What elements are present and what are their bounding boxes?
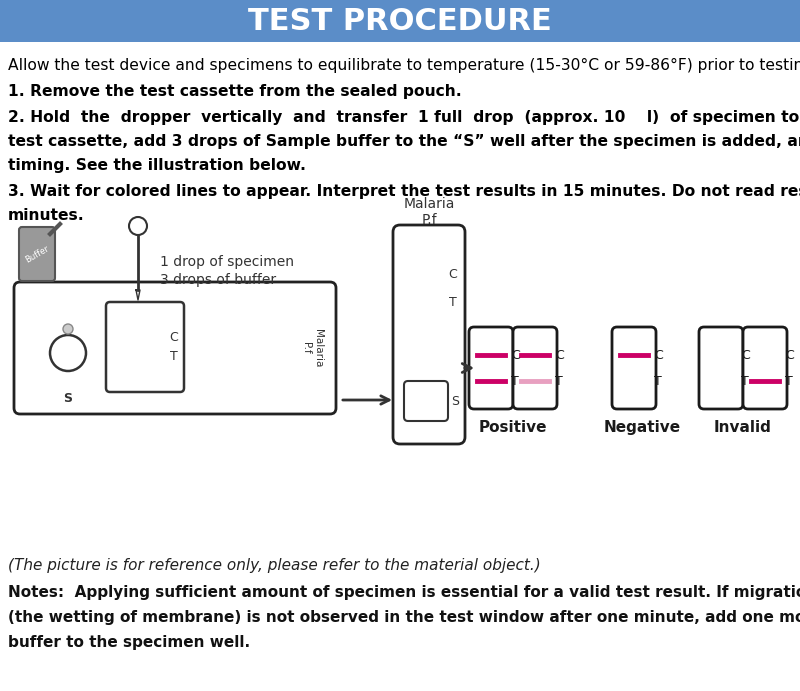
Text: minutes.: minutes.: [8, 208, 85, 223]
FancyBboxPatch shape: [404, 381, 448, 421]
Text: C: C: [741, 348, 750, 361]
Text: T: T: [654, 375, 662, 388]
FancyBboxPatch shape: [106, 302, 184, 392]
Text: T: T: [449, 296, 457, 308]
Text: T: T: [555, 375, 562, 388]
Text: 3 drops of buffer: 3 drops of buffer: [160, 273, 276, 287]
Circle shape: [50, 335, 86, 371]
Text: Notes:  Applying sufficient amount of specimen is essential for a valid test res: Notes: Applying sufficient amount of spe…: [8, 585, 800, 600]
Text: Invalid: Invalid: [714, 420, 772, 435]
Circle shape: [129, 217, 147, 235]
FancyBboxPatch shape: [19, 227, 55, 281]
FancyBboxPatch shape: [699, 327, 743, 409]
Text: T: T: [785, 375, 793, 388]
Bar: [0, 0, 800, 42]
Text: C: C: [170, 331, 178, 343]
Text: test cassette, add 3 drops of Sample buffer to the “S” well after the specimen i: test cassette, add 3 drops of Sample buf…: [8, 134, 800, 149]
Text: C: C: [785, 348, 794, 361]
Text: S: S: [63, 392, 73, 404]
Text: (The picture is for reference only, please refer to the material object.): (The picture is for reference only, plea…: [8, 558, 541, 573]
Text: C: C: [449, 267, 458, 281]
Text: Negative: Negative: [603, 420, 681, 435]
Text: T: T: [741, 375, 749, 388]
Text: Malaria
P.f: Malaria P.f: [301, 329, 323, 367]
Text: 1. Remove the test cassette from the sealed pouch.: 1. Remove the test cassette from the sea…: [8, 84, 462, 99]
Text: Buffer: Buffer: [23, 244, 50, 265]
Text: C: C: [511, 348, 520, 361]
Text: T: T: [170, 350, 178, 363]
Text: 2. Hold  the  dropper  vertically  and  transfer  1 full  drop  (approx. 10    l: 2. Hold the dropper vertically and trans…: [8, 110, 800, 125]
FancyBboxPatch shape: [743, 327, 787, 409]
Text: T: T: [511, 375, 518, 388]
Text: S: S: [451, 395, 459, 408]
Text: buffer to the specimen well.: buffer to the specimen well.: [8, 635, 250, 650]
Text: 1 drop of specimen: 1 drop of specimen: [160, 255, 294, 269]
Text: TEST PROCEDURE: TEST PROCEDURE: [248, 6, 552, 35]
Text: timing. See the illustration below.: timing. See the illustration below.: [8, 158, 306, 173]
FancyBboxPatch shape: [393, 225, 465, 444]
FancyBboxPatch shape: [612, 327, 656, 409]
Text: Positive: Positive: [478, 420, 547, 435]
FancyBboxPatch shape: [469, 327, 513, 409]
Text: Malaria
P.f: Malaria P.f: [403, 197, 454, 227]
Text: (the wetting of membrane) is not observed in the test window after one minute, a: (the wetting of membrane) is not observe…: [8, 610, 800, 625]
FancyBboxPatch shape: [14, 282, 336, 414]
Text: C: C: [654, 348, 662, 361]
Circle shape: [63, 324, 73, 334]
Text: Allow the test device and specimens to equilibrate to temperature (15-30°C or 59: Allow the test device and specimens to e…: [8, 58, 800, 73]
Text: C: C: [555, 348, 564, 361]
Text: 3. Wait for colored lines to appear. Interpret the test results in 15 minutes. D: 3. Wait for colored lines to appear. Int…: [8, 184, 800, 199]
FancyBboxPatch shape: [513, 327, 557, 409]
